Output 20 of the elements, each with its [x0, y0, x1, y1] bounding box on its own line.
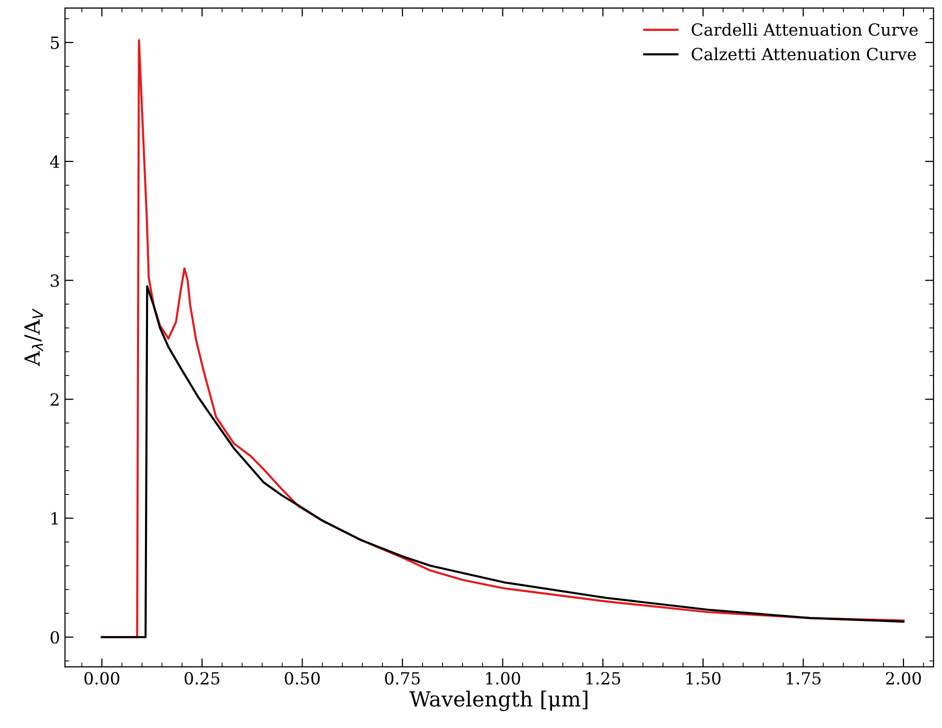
- x-axis-title: Wavelength [μm]: [409, 690, 588, 712]
- x-tick-label: 1.25: [586, 672, 620, 685]
- y-tick-label: 1: [52, 512, 58, 525]
- x-tick-label: 0.75: [385, 672, 420, 685]
- x-tick-label: 2.00: [886, 672, 921, 685]
- y-tick-label: 4: [50, 155, 60, 168]
- y-tick-label: 3: [50, 274, 59, 287]
- y-tick-label: 0: [50, 631, 60, 644]
- legend-label: Calzetti Attenuation Curve: [692, 47, 916, 60]
- y-tick-label: 2: [50, 393, 58, 406]
- x-tick-label: 1.00: [486, 672, 520, 685]
- x-tick-label: 0.00: [84, 672, 120, 685]
- legend-label: Cardelli Attenuation Curve: [692, 23, 918, 36]
- x-tick-label: 0.25: [184, 672, 220, 685]
- x-tick-label: 0.50: [284, 672, 320, 685]
- x-tick-label: 1.50: [686, 672, 721, 685]
- line-series: [100, 285, 905, 638]
- y-tick-label: 5: [50, 36, 59, 50]
- x-tick-label: 1.75: [786, 672, 821, 685]
- y-axis-title: A$_{λ}$/A$_{V}$: [24, 308, 44, 366]
